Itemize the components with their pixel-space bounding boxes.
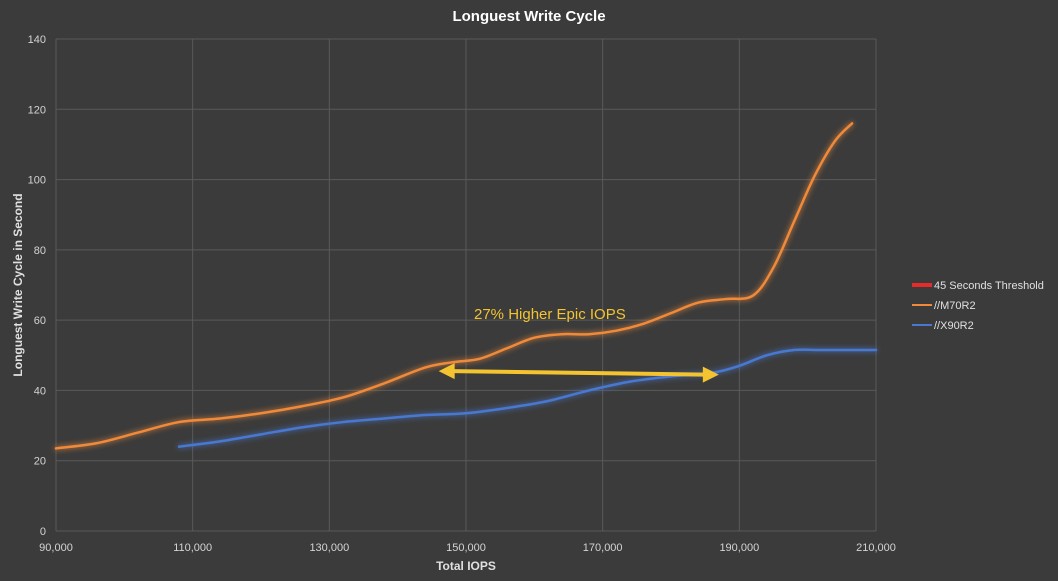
series-line-2 [177,348,878,448]
x-tick-label: 90,000 [39,542,73,554]
annotation-text: 27% Higher Epic IOPS [474,306,626,323]
x-axis-label: Total IOPS [436,559,496,573]
x-tick-label: 210,000 [856,542,896,554]
x-tick-label: 150,000 [446,542,486,554]
y-tick-label: 100 [28,175,46,187]
y-axis-label: Longuest Write Cycle in Second [11,193,25,376]
legend-label: //X90R2 [934,320,974,332]
y-tick-label: 60 [34,315,46,327]
y-tick-label: 0 [40,526,46,538]
legend: 45 Seconds Threshold //M70R2 //X90R2 [912,280,1044,332]
y-axis-ticks: 0 20 40 60 80 100 120 140 [28,34,46,538]
chart-title: Longuest Write Cycle [452,8,605,25]
y-tick-label: 40 [34,385,46,397]
y-tick-label: 120 [28,104,46,116]
annotation: 27% Higher Epic IOPS [438,306,719,383]
y-tick-label: 80 [34,245,46,257]
series-line-1 [54,122,854,450]
y-tick-label: 20 [34,456,46,468]
x-tick-label: 170,000 [583,542,623,554]
x-tick-label: 130,000 [309,542,349,554]
y-tick-label: 140 [28,34,46,46]
annotation-arrowhead-left [438,363,455,380]
x-axis-ticks: 90,000 110,000 130,000 150,000 170,000 190,00… [39,542,896,554]
annotation-arrowhead-right [702,366,719,383]
legend-label: 45 Seconds Threshold [934,280,1044,292]
legend-label: //M70R2 [934,300,976,312]
gridlines [55,38,877,532]
annotation-arrow-shaft [452,369,705,377]
x-tick-label: 110,000 [173,542,212,554]
x-tick-label: 190,000 [719,542,759,554]
